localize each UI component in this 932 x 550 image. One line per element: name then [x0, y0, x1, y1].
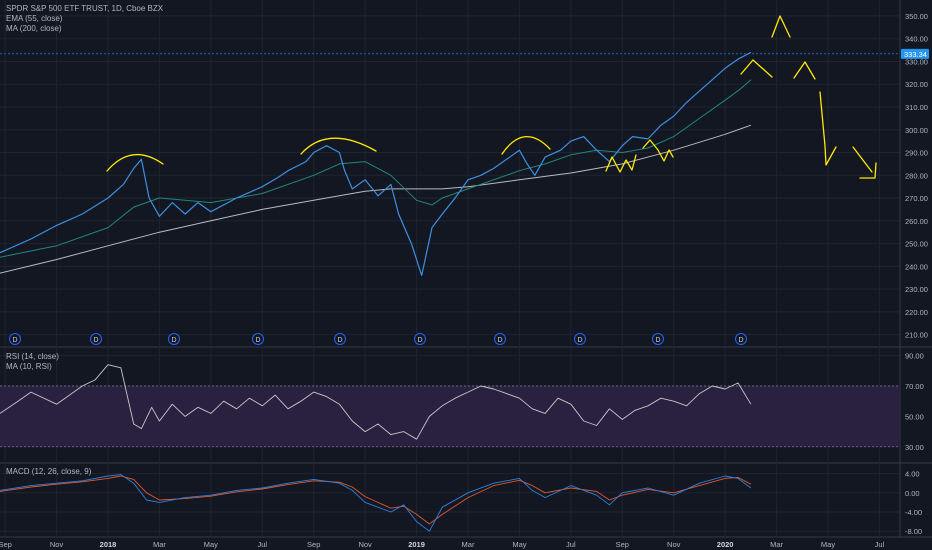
y-tick-label: 260.00: [905, 217, 928, 226]
x-tick-label: 2018: [100, 540, 117, 549]
y-tick-label: 210.00: [905, 331, 928, 340]
ma200-indicator-label[interactable]: MA (200, close): [6, 24, 62, 33]
dividend-marker-label: D: [171, 337, 176, 344]
dividend-marker: [414, 333, 426, 345]
dividend-marker: [252, 333, 264, 345]
y-tick-label: 330.00: [905, 57, 928, 66]
rsi-indicator-label[interactable]: RSI (14, close): [6, 352, 59, 361]
x-tick-label: Mar: [770, 540, 783, 549]
drawing-wave-1[interactable]: [605, 154, 637, 173]
last-price-value: 333.34: [904, 50, 927, 59]
y-tick-label: 320.00: [905, 80, 928, 89]
drawing-arc-2[interactable]: [300, 137, 377, 155]
x-tick-label: 2020: [717, 540, 734, 549]
y-tick-label: 240.00: [905, 262, 928, 271]
last-price-background: [901, 48, 929, 59]
drawing-arrow-line[interactable]: [852, 146, 873, 173]
rsi-ma-indicator-label[interactable]: MA (10, RSI): [6, 362, 52, 371]
dividend-marker-label: D: [577, 337, 582, 344]
x-tick-label: Nov: [667, 540, 681, 549]
x-tick-label: May: [821, 540, 835, 549]
x-tick-label: Sep: [307, 540, 320, 549]
y-tick-label: 270.00: [905, 194, 928, 203]
y-tick-label: 0.00: [905, 489, 920, 498]
x-tick-label: May: [512, 540, 526, 549]
macd-line: [0, 474, 752, 532]
ma200-line: [0, 124, 752, 274]
dividend-marker-label: D: [255, 337, 260, 344]
last-price-tag: 333.34: [0, 48, 929, 59]
x-tick-label: Nov: [358, 540, 372, 549]
y-tick-label: 350.00: [905, 12, 928, 21]
y-tick-label: -8.00: [905, 527, 922, 536]
ema-indicator-label[interactable]: EMA (55, close): [6, 14, 63, 23]
dividend-marker-label: D: [655, 337, 660, 344]
y-tick-label: 340.00: [905, 35, 928, 44]
x-tick-label: Nov: [50, 540, 64, 549]
x-tick-label: Mar: [153, 540, 166, 549]
x-tick-label: May: [204, 540, 218, 549]
y-tick-label: 90.00: [905, 352, 924, 361]
drawing-arc-3[interactable]: [501, 136, 551, 155]
x-tick-label: Jul: [875, 540, 885, 549]
x-tick-label: Sep: [616, 540, 629, 549]
drawing-peak-2[interactable]: [771, 15, 791, 38]
y-tick-label: 220.00: [905, 308, 928, 317]
drawing-peak-1[interactable]: [740, 59, 773, 78]
main-pane-title[interactable]: SPDR S&P 500 ETF TRUST, 1D, Cboe BZX: [6, 4, 164, 13]
x-tick-label: 2019: [408, 540, 425, 549]
dividend-marker: [574, 333, 586, 345]
rsi-line: [0, 364, 752, 440]
y-tick-label: 250.00: [905, 240, 928, 249]
rsi-band: [0, 385, 900, 448]
axes: 210.00 220.00 230.00 240.00 250.00 260.00 270.…: [0, 12, 928, 549]
x-tick-label: Mar: [462, 540, 475, 549]
series-layer: [0, 51, 752, 532]
drawing-arrow-head[interactable]: [859, 162, 877, 179]
ema55-line: [0, 79, 752, 258]
y-tick-label: 4.00: [905, 470, 920, 479]
dividend-marker-label: D: [417, 337, 422, 344]
x-tick-label: Sep: [0, 540, 12, 549]
y-tick-label: 280.00: [905, 171, 928, 180]
y-tick-label: 310.00: [905, 103, 928, 112]
drawing-arc-1[interactable]: [106, 153, 164, 172]
dividend-marker: [735, 333, 747, 345]
dividend-marker-label: D: [93, 337, 98, 344]
dividend-marker: [90, 333, 102, 345]
y-tick-label: 30.00: [905, 443, 924, 452]
x-tick-label: Jul: [257, 540, 267, 549]
y-tick-label: 300.00: [905, 126, 928, 135]
drawing-peak-3[interactable]: [793, 61, 816, 80]
y-tick-label: 290.00: [905, 149, 928, 158]
yellow-drawings: [106, 15, 877, 179]
drawing-wave-2[interactable]: [642, 139, 674, 162]
dividend-marker-label: D: [337, 337, 342, 344]
x-tick-label: Jul: [566, 540, 576, 549]
y-tick-label: 50.00: [905, 412, 924, 421]
y-tick-label: 70.00: [905, 382, 924, 391]
dividend-marker-label: D: [12, 337, 17, 344]
drawing-drop[interactable]: [819, 91, 837, 166]
price-line: [0, 51, 752, 276]
y-tick-label: -4.00: [905, 508, 922, 517]
dividend-marker-label: D: [497, 337, 502, 344]
dividend-marker: [9, 333, 21, 345]
dividend-marker: [334, 333, 346, 345]
dividend-marker: [652, 333, 664, 345]
y-tick-label: 230.00: [905, 285, 928, 294]
dividend-marker-label: D: [738, 337, 743, 344]
dividend-marker: [168, 333, 180, 345]
dividend-marker: [494, 333, 506, 345]
grid-lines: [0, 0, 932, 538]
rsi-band-fill: [0, 386, 900, 447]
macd-indicator-label[interactable]: MACD (12, 26, close, 9): [6, 467, 92, 476]
